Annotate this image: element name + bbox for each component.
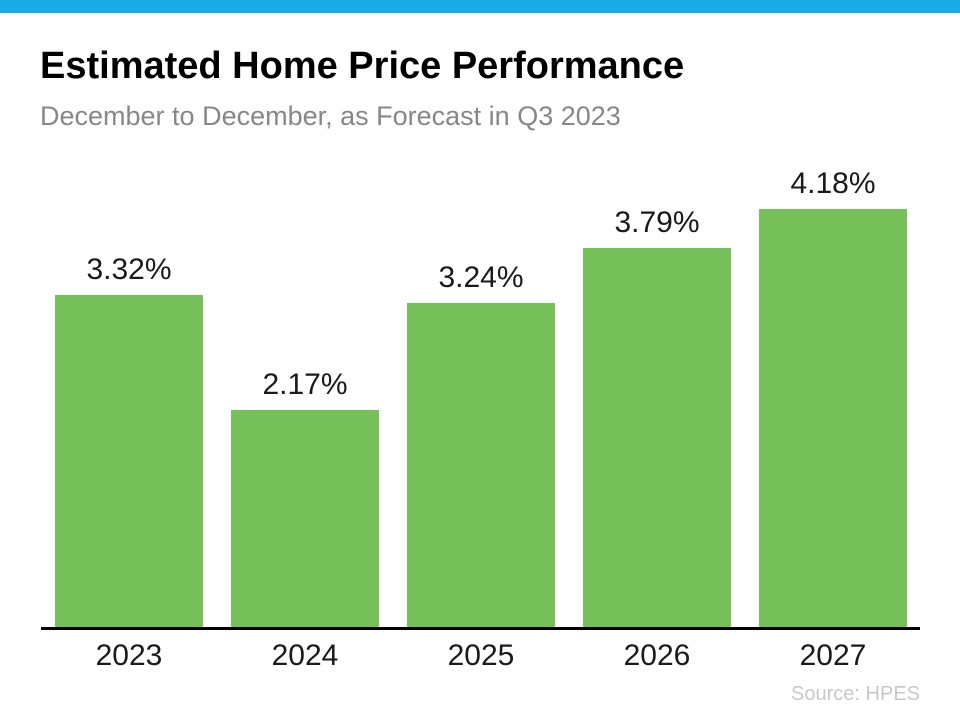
bar-2026 [583,248,731,628]
bar-column-2025: 3.24% [407,260,555,628]
bar-column-2026: 3.79% [583,205,731,628]
bar-column-2024: 2.17% [231,367,379,628]
bar-value-label-2026: 3.79% [614,205,700,239]
x-axis-labels: 2023 2024 2025 2026 2027 [40,639,920,672]
x-axis-label-2024: 2024 [271,639,339,672]
bar-column-2023: 3.32% [55,252,203,628]
x-axis-line [41,627,920,630]
x-axis-label-2026: 2026 [623,639,691,672]
top-accent-bar [0,0,960,13]
bar-column-2027: 4.18% [759,166,907,628]
bar-2024 [231,410,379,628]
bar-value-label-2023: 3.32% [86,252,172,286]
bar-2023 [55,295,203,628]
bar-value-label-2027: 4.18% [790,166,876,200]
x-axis-label-2025: 2025 [447,639,515,672]
bar-2027 [759,209,907,628]
x-axis-label-2027: 2027 [799,639,867,672]
source-caption: Source: HPES [791,683,920,705]
bar-value-label-2025: 3.24% [438,260,524,294]
x-axis-label-2023: 2023 [95,639,163,672]
chart-title: Estimated Home Price Performance [40,45,685,87]
bar-value-label-2024: 2.17% [262,367,348,401]
bar-2025 [407,303,555,628]
bar-chart-plot-area: 3.32% 2.17% 3.24% 3.79% 4.18% [40,0,920,628]
chart-subtitle: December to December, as Forecast in Q3 … [40,101,621,131]
